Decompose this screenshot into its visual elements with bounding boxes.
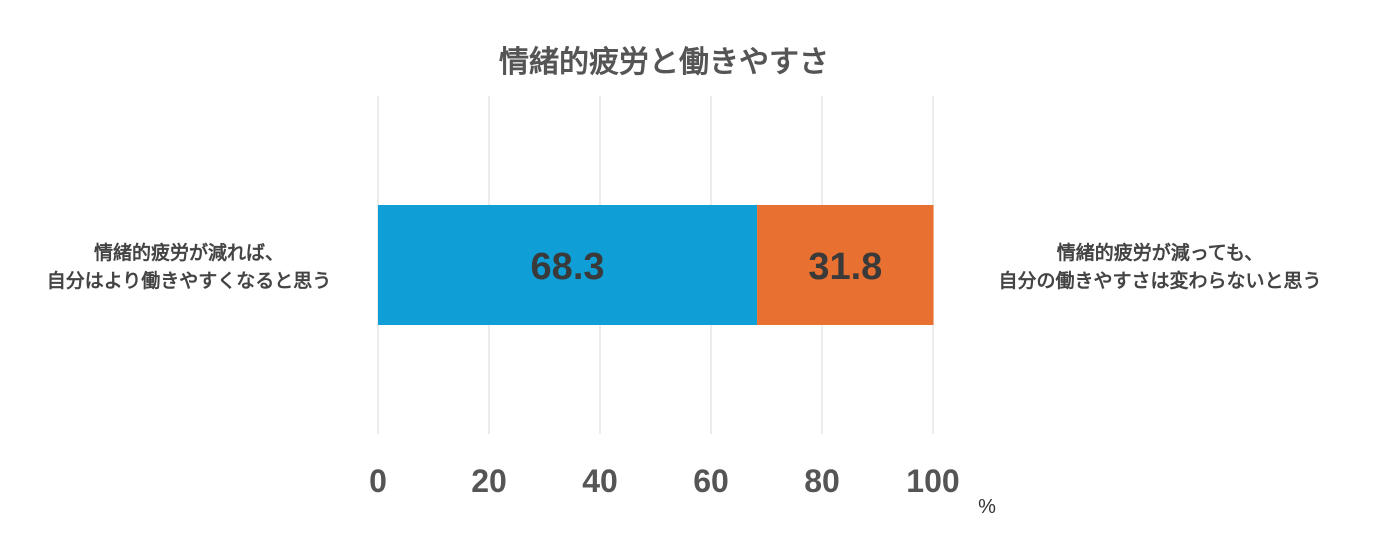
data-label-1: 68.3 (531, 246, 605, 288)
data-label-2: 31.8 (808, 246, 882, 288)
series-label-1-line-2: 自分はより働きやすくなると思う (47, 269, 332, 292)
x-tick-label-40: 40 (582, 463, 618, 499)
series-label-2-line-2: 自分の働きやすさは変わらないと思う (998, 269, 1321, 292)
x-tick-label-80: 80 (804, 463, 840, 499)
chart-title: 情緒的疲労と働きやすさ (499, 45, 829, 80)
series-labels: 情緒的疲労が減れば、自分はより働きやすくなると思う 情緒的疲労が減っても、自分の働… (47, 241, 1322, 292)
bars: 68.3 31.8 (378, 205, 934, 325)
x-tick-label-100: 100 (906, 463, 959, 499)
x-tick-label-20: 20 (471, 463, 507, 499)
x-axis-ticks: 0 20 40 60 80 100 (369, 463, 960, 499)
bar-segment-2 (757, 205, 934, 325)
x-tick-label-0: 0 (369, 463, 387, 499)
series-label-2-line-1: 情緒的疲労が減っても、 (1057, 241, 1264, 264)
x-tick-label-60: 60 (693, 463, 729, 499)
x-axis-unit: % (978, 496, 996, 518)
bar-segment-1 (378, 205, 758, 325)
series-label-1-line-1: 情緒的疲労が減れば、 (94, 241, 284, 264)
